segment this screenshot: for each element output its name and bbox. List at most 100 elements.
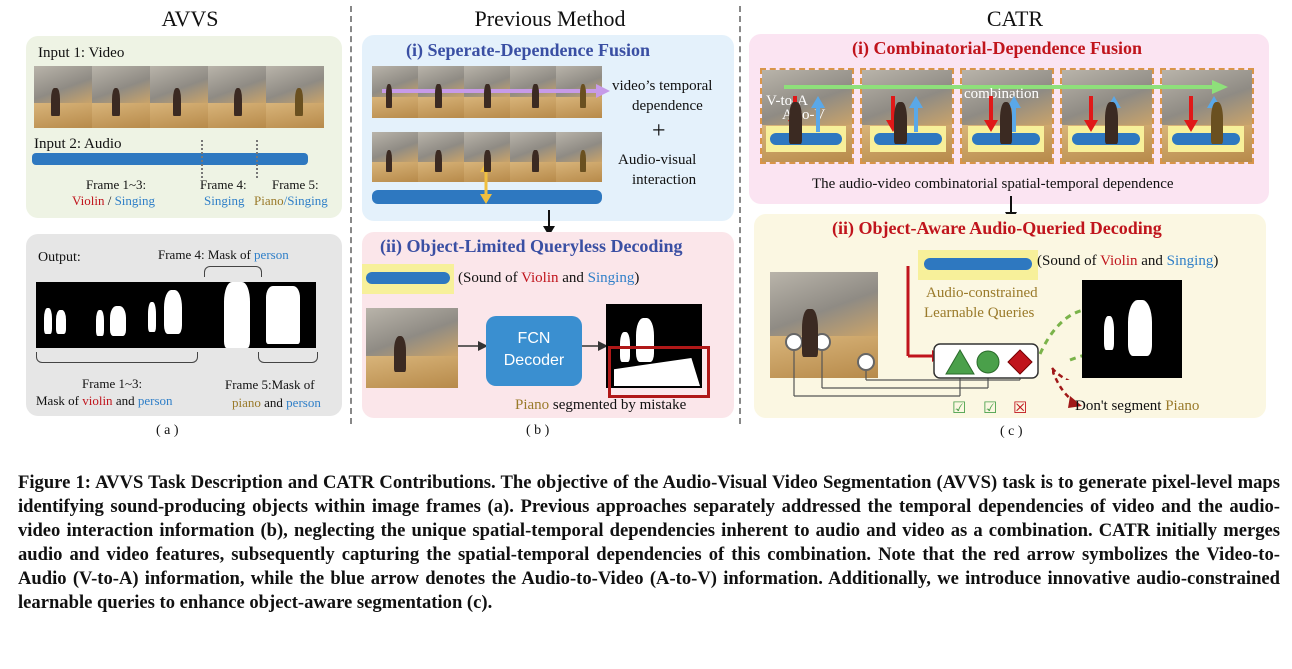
audio-split-line-1 [201,140,203,178]
mask-frame4-caption: Frame 4: Mask of person [158,247,289,263]
plus-sign: + [652,118,666,144]
b-sound-suffix: ) [634,270,640,286]
column-title-avvs: AVVS [161,6,219,31]
mask-frame4-bracket [204,266,262,277]
mask-frame13-violin: violin [82,393,113,408]
mask-person-2 [110,306,126,336]
b-mistake-box [608,346,710,398]
combination-arrow [784,80,1228,94]
mask-frame5-line2: piano and person [232,395,321,411]
mask-frame5-piano: piano [232,395,261,410]
check-icon-2: ☑ [983,398,998,417]
fcn-line1: FCN [517,330,551,347]
divider-left [350,6,352,424]
mask-frame13-line1: Frame 1~3: [82,376,143,391]
panel-c-title-i: (i) Combinatorial-Dependence Fusion [852,38,1142,58]
mask-frame13-and: and [112,393,138,408]
temporal-line1: video’s temporal [612,78,713,94]
temporal-arrow-b [382,84,610,98]
b-mistake-rest: segmented by mistake [549,397,687,413]
b-sound-and: and [558,270,588,286]
dont-segment-arrow [1052,370,1082,408]
mask-frame5-line1: Frame 5:Mask of [225,377,315,392]
mask-violin-1 [44,308,52,334]
mask-violin-2 [96,310,104,336]
mask-frame4-prefix: Frame 4: Mask of [158,247,255,262]
b-mistake-caption: Piano segmented by mistake [515,397,686,414]
frame4-singing: Singing [204,193,245,208]
b-sound-singing: Singing [587,270,635,286]
mask-person-3 [164,290,182,334]
queries-line1: Audio-constrained [926,285,1038,301]
dont-segment-prefix: Don't segment [1075,398,1166,414]
check-icon-1: ☑ [952,398,967,417]
frame5-piano: Piano [254,193,284,208]
c-sound-violin: Violin [1100,253,1138,269]
video-frame-4 [208,66,266,128]
b-frame-row2-5 [556,132,602,182]
mask-frame13-prefix: Mask of [36,393,83,408]
input-video-label: Input 1: Video [38,45,125,61]
mask-frame13-line2: Mask of violin and person [36,393,173,409]
c-audio-wave-5 [1172,133,1240,145]
c-output-mask [1082,280,1182,378]
mask-violin-3 [148,302,156,332]
c-mask-person [1128,300,1152,356]
b-frame-row1-1 [372,66,418,118]
frame5-sources: Piano/Singing [254,193,328,209]
mask-frame13-person: person [137,393,173,408]
b-frame-row2-4 [510,132,556,182]
b-arrow-to-fcn [458,341,488,351]
column-title-catr: CATR [986,6,1044,31]
video-frame-3 [150,66,208,128]
panel-c-label: ( c ) [1000,424,1023,439]
column-title-previous-method: Previous Method [474,6,626,31]
frame5-singing: /Singing [283,193,328,208]
av-line1: Audio-visual [618,152,697,168]
frame13-label: Frame 1~3: [86,177,147,192]
divider-right [739,6,741,424]
mask-person-1 [56,310,66,334]
b-down-arrow [543,210,555,236]
c-audio-wave-2 [874,133,942,145]
b-arrow-to-mask [582,341,608,351]
b-frame-row2-2 [418,132,464,182]
mask-frame5-person: person [286,395,321,410]
mask-frame4-person: person [254,247,289,262]
b-frame-row2-1 [372,132,418,182]
b-sound-prefix: (Sound of [458,270,522,286]
panel-a-label: ( a ) [156,423,179,438]
panel-b-label: ( b ) [526,423,550,438]
c-audio-wave-1 [770,133,842,145]
b-input-frame [366,308,458,388]
video-frame-1 [34,66,92,128]
fcn-line2: Decoder [503,352,565,369]
b-mistake-piano: Piano [515,397,550,413]
combo-description: The audio-video combinatorial spatial-te… [812,176,1174,192]
video-frame-5 [266,66,324,128]
frame5-label: Frame 5: [272,177,319,192]
mask-frame5-bracket [258,352,318,363]
av-line2: interaction [632,172,697,188]
queries-line2: Learnable Queries [924,305,1035,321]
combination-label: combination [964,86,1039,102]
b-sound-caption: (Sound of Violin and Singing) [458,270,639,287]
c-input-frame [770,272,878,378]
frame13-slash: / [104,193,115,208]
mask-piano-5 [266,286,300,344]
c-sound-prefix: (Sound of [1037,253,1101,269]
input-audio-label: Input 2: Audio [34,136,122,152]
c-sound-wave [924,258,1032,270]
fcn-decoder-block: FCN Decoder [486,316,582,386]
c-sound-suffix: ) [1213,253,1219,269]
frame4-label: Frame 4: [200,177,247,192]
b-sound-wave [366,272,450,284]
frame13-violin: Violin [72,193,105,208]
figure-caption: Figure 1: AVVS Task Description and CATR… [18,472,1280,613]
c-mask-violin [1104,316,1114,350]
video-frame-2 [92,66,150,128]
va-arrows-frame-3 [984,96,1021,132]
c-sound-singing: Singing [1166,253,1214,269]
mask-person-4 [224,282,250,348]
mask-strip [36,282,316,348]
